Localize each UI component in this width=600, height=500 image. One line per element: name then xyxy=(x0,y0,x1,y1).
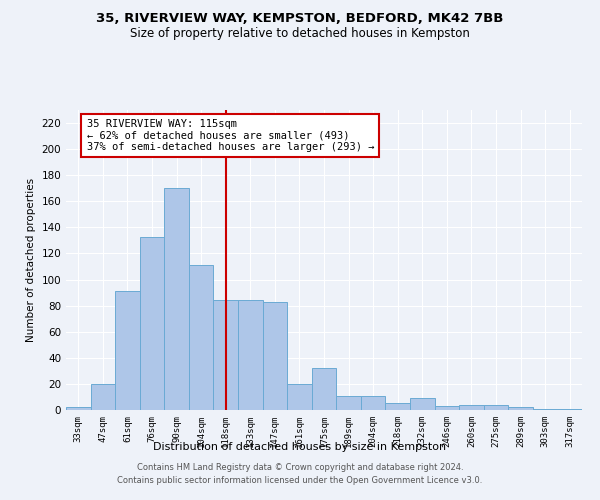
Bar xyxy=(238,300,263,410)
Bar xyxy=(361,396,385,410)
Bar xyxy=(91,384,115,410)
Text: Distribution of detached houses by size in Kempston: Distribution of detached houses by size … xyxy=(154,442,446,452)
Bar xyxy=(140,236,164,410)
Bar xyxy=(508,408,533,410)
Bar xyxy=(66,408,91,410)
Bar xyxy=(189,265,214,410)
Bar xyxy=(410,398,434,410)
Bar xyxy=(263,302,287,410)
Y-axis label: Number of detached properties: Number of detached properties xyxy=(26,178,36,342)
Text: 35 RIVERVIEW WAY: 115sqm
← 62% of detached houses are smaller (493)
37% of semi-: 35 RIVERVIEW WAY: 115sqm ← 62% of detach… xyxy=(86,119,374,152)
Text: 35, RIVERVIEW WAY, KEMPSTON, BEDFORD, MK42 7BB: 35, RIVERVIEW WAY, KEMPSTON, BEDFORD, MK… xyxy=(97,12,503,26)
Bar xyxy=(164,188,189,410)
Bar xyxy=(312,368,336,410)
Bar xyxy=(459,405,484,410)
Bar xyxy=(385,404,410,410)
Bar xyxy=(434,406,459,410)
Bar xyxy=(484,405,508,410)
Bar xyxy=(533,408,557,410)
Bar xyxy=(287,384,312,410)
Text: Size of property relative to detached houses in Kempston: Size of property relative to detached ho… xyxy=(130,28,470,40)
Bar xyxy=(214,300,238,410)
Bar xyxy=(336,396,361,410)
Text: Contains HM Land Registry data © Crown copyright and database right 2024.
Contai: Contains HM Land Registry data © Crown c… xyxy=(118,464,482,485)
Bar xyxy=(115,292,140,410)
Bar xyxy=(557,408,582,410)
